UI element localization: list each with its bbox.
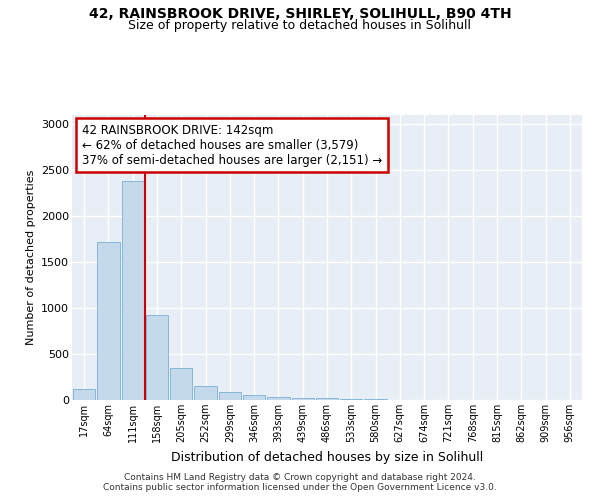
Text: Size of property relative to detached houses in Solihull: Size of property relative to detached ho… <box>128 18 472 32</box>
Bar <box>146 316 168 400</box>
Bar <box>218 392 241 400</box>
Bar <box>292 398 314 400</box>
Bar <box>340 398 362 400</box>
Bar <box>170 368 193 400</box>
Bar <box>316 398 338 400</box>
Bar <box>243 396 265 400</box>
Bar <box>267 397 290 400</box>
X-axis label: Distribution of detached houses by size in Solihull: Distribution of detached houses by size … <box>171 450 483 464</box>
Bar <box>364 399 387 400</box>
Text: Contains HM Land Registry data © Crown copyright and database right 2024.
Contai: Contains HM Land Registry data © Crown c… <box>103 473 497 492</box>
Bar <box>122 181 144 400</box>
Bar <box>194 386 217 400</box>
Bar <box>97 242 119 400</box>
Y-axis label: Number of detached properties: Number of detached properties <box>26 170 35 345</box>
Text: 42, RAINSBROOK DRIVE, SHIRLEY, SOLIHULL, B90 4TH: 42, RAINSBROOK DRIVE, SHIRLEY, SOLIHULL,… <box>89 8 511 22</box>
Text: 42 RAINSBROOK DRIVE: 142sqm
← 62% of detached houses are smaller (3,579)
37% of : 42 RAINSBROOK DRIVE: 142sqm ← 62% of det… <box>82 124 382 166</box>
Bar <box>73 388 95 400</box>
